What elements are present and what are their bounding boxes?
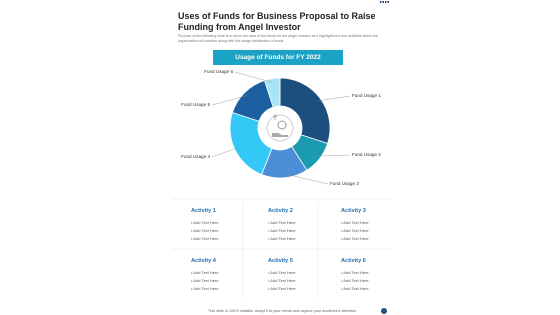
activity-cell: Activity 1Add Text HereAdd Text HereAdd … [191, 208, 251, 243]
activity-item: Add Text Here [268, 269, 328, 277]
activity-item: Add Text Here [268, 227, 328, 235]
footer-dot [381, 308, 387, 314]
activity-title: Activity 4 [191, 258, 216, 264]
activity-item: Add Text Here [341, 235, 401, 243]
activity-item: Add Text Here [191, 269, 251, 277]
slice [264, 77, 281, 108]
activity-title: Activity 6 [341, 258, 366, 264]
activity-item: Add Text Here [191, 227, 251, 235]
activity-item: Add Text Here [191, 235, 251, 243]
activity-item: Add Text Here [268, 285, 328, 293]
slice-label: Fund Usage 3 [330, 181, 359, 186]
slice [279, 77, 331, 144]
activity-item: Add Text Here [341, 269, 401, 277]
activity-item: Add Text Here [341, 277, 401, 285]
activity-cell: Activity 3Add Text HereAdd Text HereAdd … [341, 208, 401, 243]
slice-label: Fund Usage 4 [181, 154, 210, 159]
activity-cell: Activity 5Add Text HereAdd Text HereAdd … [268, 258, 328, 293]
activity-item: Add Text Here [268, 219, 328, 227]
slice-label: Fund Usage 2 [352, 152, 381, 157]
leader-line [317, 95, 351, 102]
leader-line [234, 71, 273, 83]
activity-title: Activity 1 [191, 208, 216, 214]
activity-item: Add Text Here [268, 277, 328, 285]
activity-item: Add Text Here [191, 219, 251, 227]
slice-label: Fund Usage 5 [181, 102, 210, 107]
activity-title: Activity 2 [268, 208, 293, 214]
activity-item: Add Text Here [191, 285, 251, 293]
description: Purpose of the following slide is to sho… [178, 34, 378, 43]
title: Uses of Funds for Business Proposal to R… [178, 11, 376, 32]
activity-cell: Activity 4Add Text HereAdd Text HereAdd … [191, 258, 251, 293]
activity-item: Add Text Here [191, 277, 251, 285]
activity-cell: Activity 2Add Text HereAdd Text HereAdd … [268, 208, 328, 243]
activity-item: Add Text Here [341, 227, 401, 235]
decor-dots [380, 1, 390, 3]
activity-title: Activity 3 [341, 208, 366, 214]
slice [229, 112, 273, 176]
leader-line [211, 147, 239, 158]
slices [229, 77, 331, 179]
activity-cell: Activity 6Add Text HereAdd Text HereAdd … [341, 258, 401, 293]
activity-item: Add Text Here [341, 219, 401, 227]
slice-label: Fund Usage 6 [204, 69, 233, 74]
activity-item: Add Text Here [341, 285, 401, 293]
activity-title: Activity 5 [268, 258, 293, 264]
center-icon [266, 114, 294, 142]
footer: This slide is 100% editable. Adapt it to… [208, 309, 358, 313]
leader-line [284, 173, 329, 185]
chart-title: Usage of Funds for FY 2022 [213, 50, 343, 65]
leader-line [316, 154, 351, 157]
leader-line [211, 95, 248, 106]
slice-label: Fund Usage 1 [352, 93, 381, 98]
activity-item: Add Text Here [268, 235, 328, 243]
